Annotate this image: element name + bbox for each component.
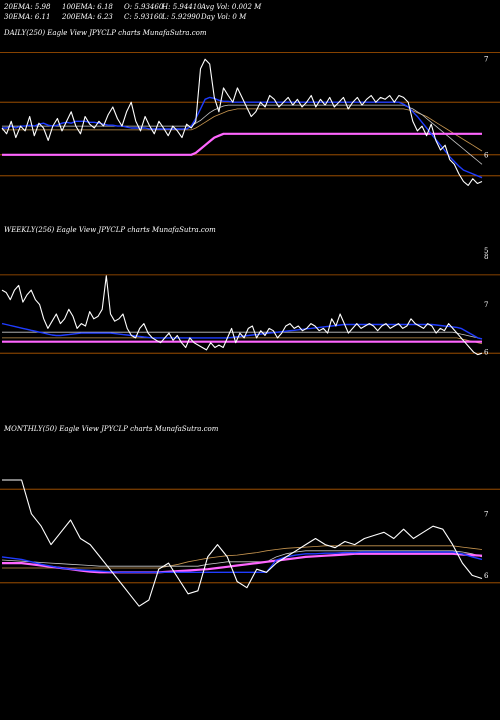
daily-chart-title: DAILY(250) Eagle View JPYCLP charts Muna… [3,29,207,37]
weekly-price-line [1,275,483,356]
day-vol-stat: Day Vol: 0 M [200,13,247,21]
daily-y-tick-label: 7 [484,56,488,64]
monthly-ema-tan-line [2,545,483,569]
ema30-stat: 30EMA: 6.11 [4,13,50,21]
monthly-ema-mid-line [1,550,483,567]
monthly-price-line [2,479,483,607]
monthly-chart-title: MONTHLY(50) Eagle View JPYCLP charts Mun… [3,425,219,433]
monthly-ema-long-line [2,552,483,574]
daily-ema-short-line [2,96,483,179]
weekly-ema-mid-line [2,331,483,340]
daily-chart-panel: DAILY(250) Eagle View JPYCLP charts Muna… [0,29,500,255]
ema20-stat: 20EMA: 5.98 [3,3,51,11]
weekly-chart-panel: WEEKLY(256) Eagle View JPYCLP charts Mun… [0,226,500,357]
weekly-ema-tan-line [2,337,483,344]
header-stats: 20EMA: 5.98 100EMA: 6.18 O: 5.93460 H: 5… [3,3,262,21]
low-stat: L: 5.92990 [161,13,201,21]
monthly-chart-panel: MONTHLY(50) Eagle View JPYCLP charts Mun… [0,425,500,607]
open-stat: O: 5.93460 [124,3,164,11]
monthly-y-tick-label: 7 [484,510,488,518]
monthly-ema-short-line [1,551,483,573]
daily-y-tick-label: 5 [484,247,488,255]
daily-y-tick-label: 6 [484,151,489,159]
monthly-y-tick-label: 6 [484,572,489,580]
daily-ema-long-line [2,132,482,156]
weekly-chart-title: WEEKLY(256) Eagle View JPYCLP charts Mun… [4,226,216,234]
close-stat: C: 5.93160 [124,13,163,21]
weekly-y-tick-label: 7 [484,301,488,309]
weekly-y-tick-label: 6 [484,349,489,357]
avg-vol-stat: Avg Vol: 0.002 M [200,3,262,11]
ema200-stat: 200EMA: 6.23 [61,13,113,21]
ema100-stat: 100EMA: 6.18 [62,3,113,11]
high-stat: H: 5.94410 [161,3,202,11]
weekly-y-tick-label: 8 [484,253,488,261]
daily-price-line [1,58,483,186]
